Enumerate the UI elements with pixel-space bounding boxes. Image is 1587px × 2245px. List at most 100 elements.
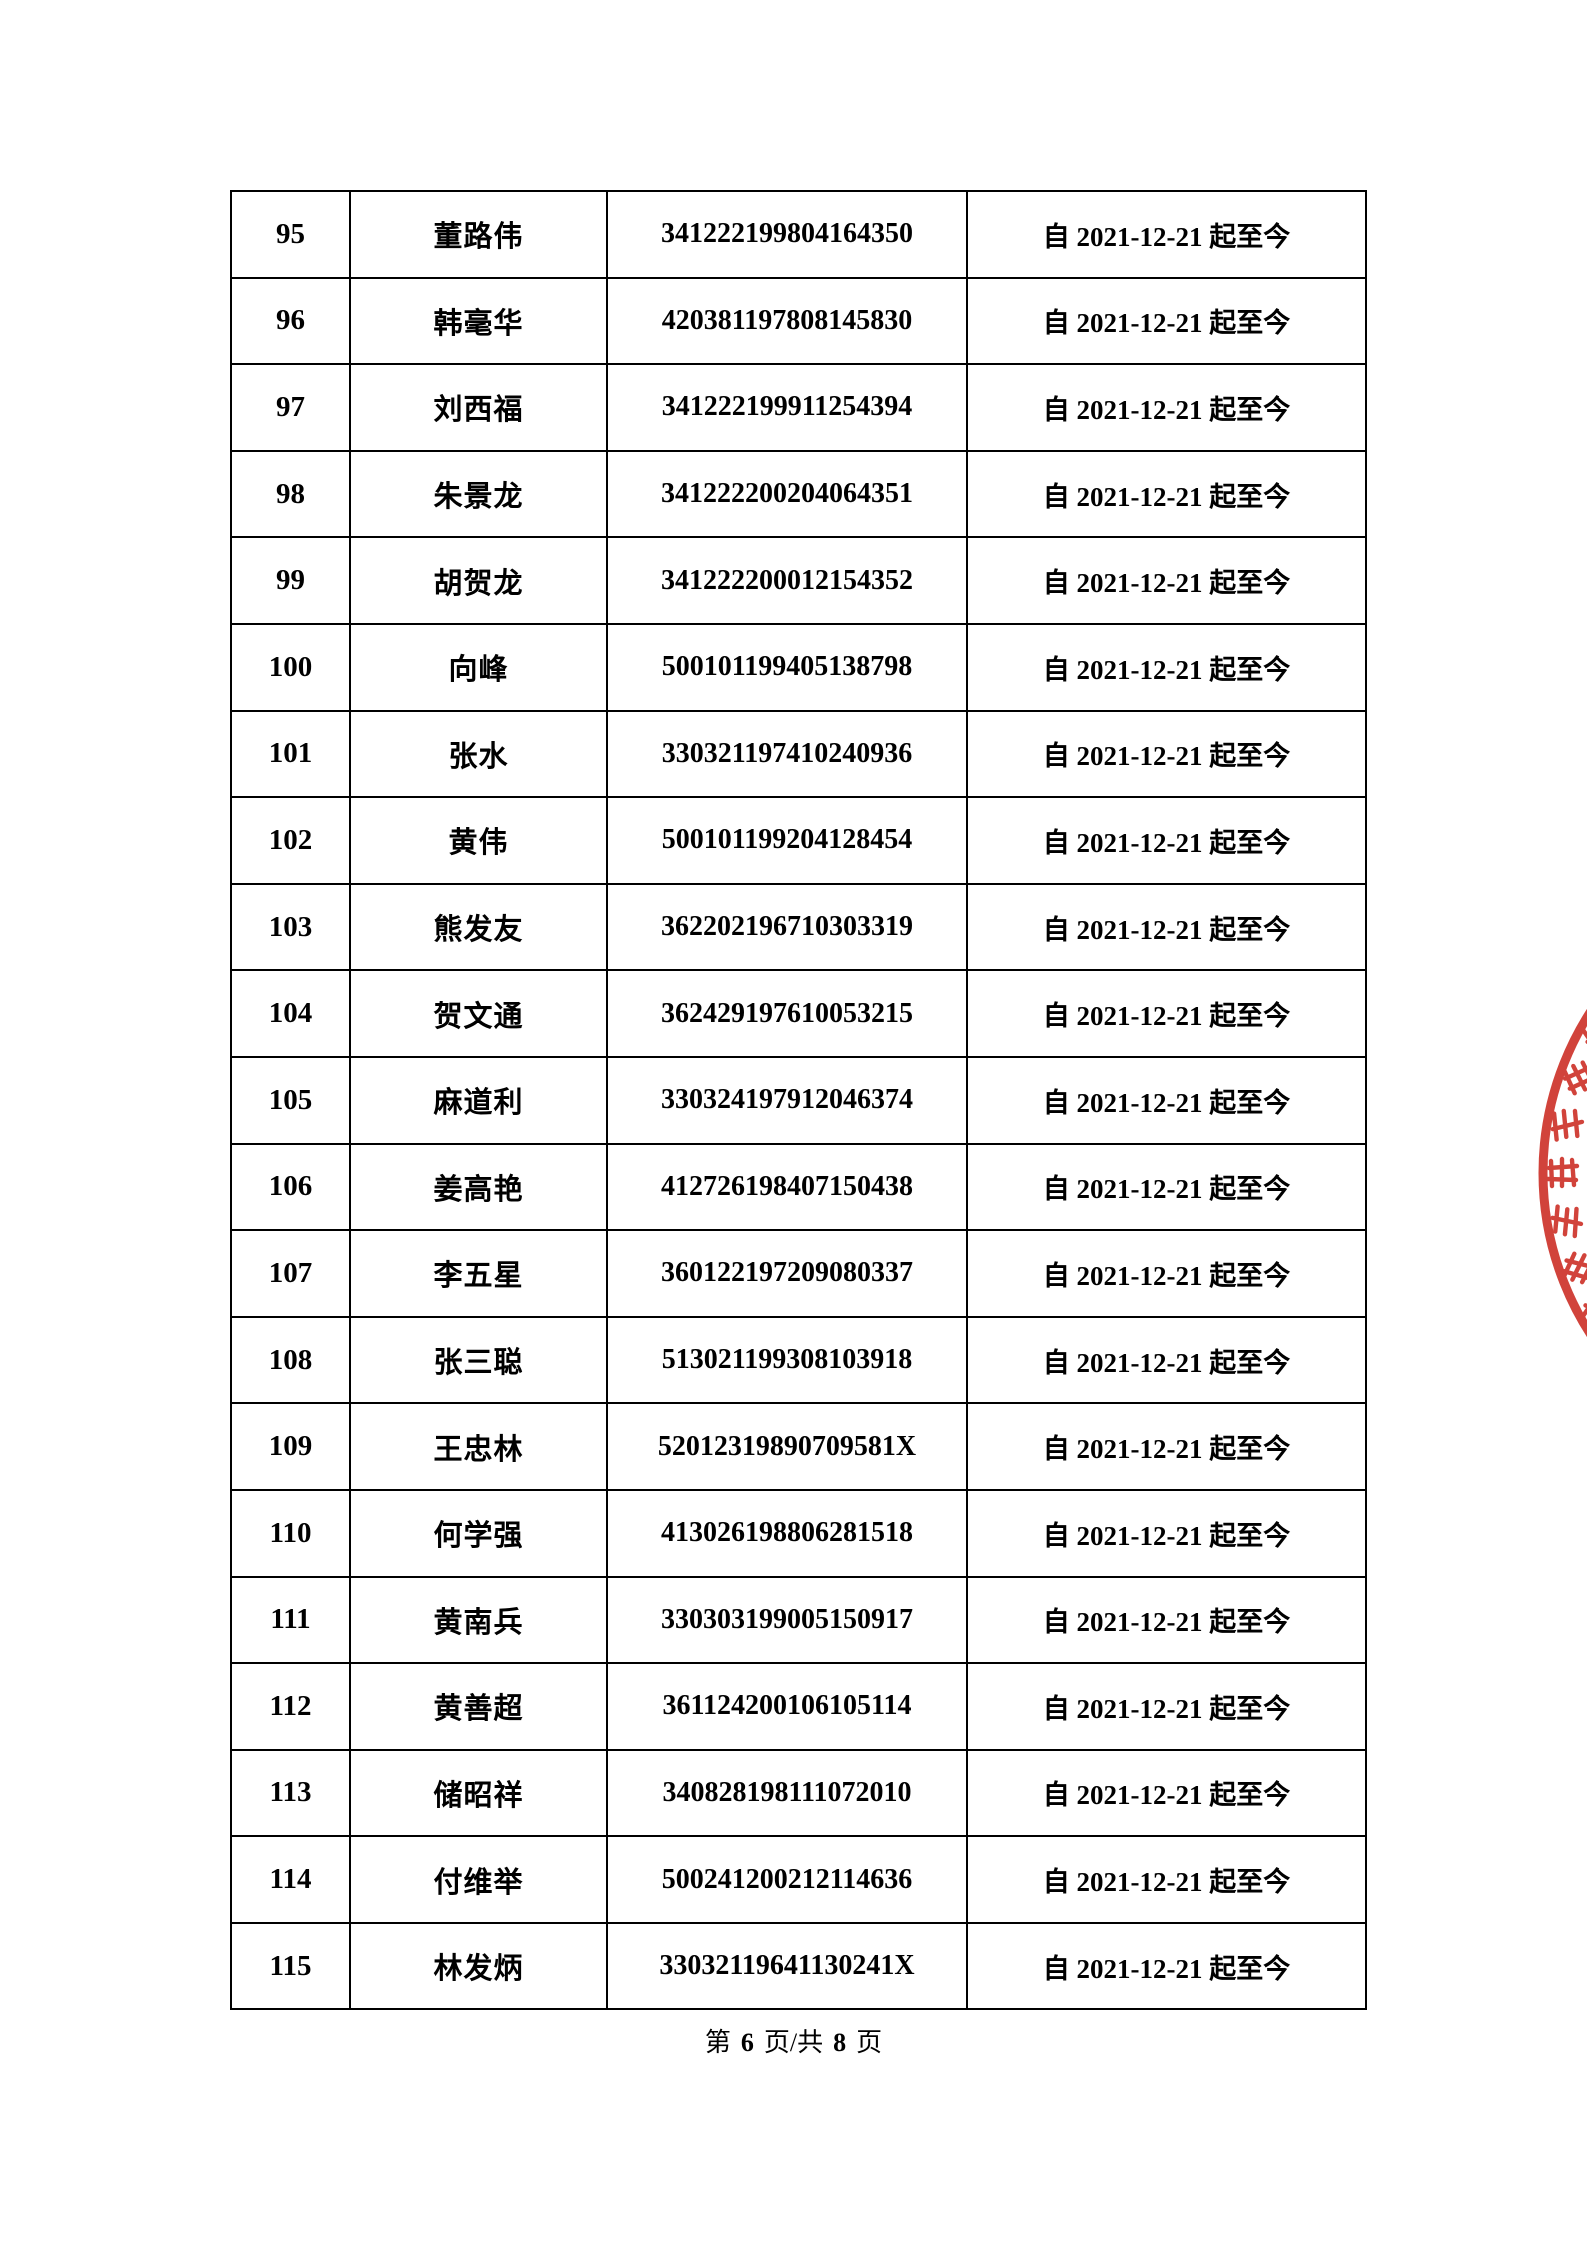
table-row: 96 韩毫华 420381197808145830 自 2021-12-21 起至今 xyxy=(230,276,1367,366)
table-row: 113 储昭祥 340828198111072010 自 2021-12-21 起至今 xyxy=(230,1748,1367,1838)
row-number-cell: 113 xyxy=(230,1748,351,1838)
footer-middle: 页/共 xyxy=(763,2028,824,2057)
validity-period-cell: 自 2021-12-21 起至今 xyxy=(966,1575,1367,1665)
table-row: 102 黄伟 500101199204128454 自 2021-12-21 起至今 xyxy=(230,796,1367,885)
validity-period-cell: 自 2021-12-21 起至今 xyxy=(966,1229,1367,1318)
row-number-cell: 98 xyxy=(230,449,351,539)
page-footer: 第 6 页/共 8 页 xyxy=(0,2022,1587,2059)
validity-period-cell: 自 2021-12-21 起至今 xyxy=(966,276,1367,366)
row-number-cell: 99 xyxy=(230,536,351,625)
validity-period-cell: 自 2021-12-21 起至今 xyxy=(966,1055,1367,1145)
table-row: 95 董路伟 341222199804164350 自 2021-12-21 起至今 xyxy=(230,190,1367,279)
id-number-cell: 341222199911254394 xyxy=(606,363,968,452)
id-number-cell: 33032119641130241X xyxy=(606,1921,968,2011)
row-number-cell: 103 xyxy=(230,882,351,972)
id-number-cell: 500101199204128454 xyxy=(606,796,968,885)
name-cell: 黄南兵 xyxy=(349,1575,608,1665)
validity-period-cell: 自 2021-12-21 起至今 xyxy=(966,882,1367,972)
name-cell: 付维举 xyxy=(349,1835,608,1924)
validity-period-cell: 自 2021-12-21 起至今 xyxy=(966,969,1367,1058)
id-number-cell: 420381197808145830 xyxy=(606,276,968,366)
id-number-cell: 500241200212114636 xyxy=(606,1835,968,1924)
personnel-table: 95 董路伟 341222199804164350 自 2021-12-21 起至今 9… xyxy=(230,190,1367,2011)
current-page-number: 6 xyxy=(740,2028,754,2057)
name-cell: 林发炳 xyxy=(349,1921,608,2011)
row-number-cell: 104 xyxy=(230,969,351,1058)
table-row: 114 付维举 500241200212114636 自 2021-12-21 起至今 xyxy=(230,1835,1367,1924)
footer-suffix: 页 xyxy=(856,2028,883,2057)
name-cell: 朱景龙 xyxy=(349,449,608,539)
id-number-cell: 360122197209080337 xyxy=(606,1229,968,1318)
id-number-cell: 330324197912046374 xyxy=(606,1055,968,1145)
row-number-cell: 101 xyxy=(230,709,351,799)
validity-period-cell: 自 2021-12-21 起至今 xyxy=(966,1662,1367,1751)
id-number-cell: 330303199005150917 xyxy=(606,1575,968,1665)
id-number-cell: 413026198806281518 xyxy=(606,1488,968,1578)
name-cell: 黄伟 xyxy=(349,796,608,885)
name-cell: 黄善超 xyxy=(349,1662,608,1751)
id-number-cell: 340828198111072010 xyxy=(606,1748,968,1838)
validity-period-cell: 自 2021-12-21 起至今 xyxy=(966,1142,1367,1232)
name-cell: 张三聪 xyxy=(349,1315,608,1405)
validity-period-cell: 自 2021-12-21 起至今 xyxy=(966,1835,1367,1924)
row-number-cell: 109 xyxy=(230,1402,351,1491)
name-cell: 姜高艳 xyxy=(349,1142,608,1232)
id-number-cell: 341222199804164350 xyxy=(606,190,968,279)
footer-prefix: 第 xyxy=(704,2028,731,2057)
id-number-cell: 500101199405138798 xyxy=(606,622,968,712)
row-number-cell: 108 xyxy=(230,1315,351,1405)
table-row: 112 黄善超 361124200106105114 自 2021-12-21 起至今 xyxy=(230,1662,1367,1751)
table-row: 105 麻道利 330324197912046374 自 2021-12-21 起至今 xyxy=(230,1055,1367,1145)
name-cell: 李五星 xyxy=(349,1229,608,1318)
table-row: 108 张三聪 513021199308103918 自 2021-12-21 起至今 xyxy=(230,1315,1367,1405)
row-number-cell: 105 xyxy=(230,1055,351,1145)
name-cell: 董路伟 xyxy=(349,190,608,279)
validity-period-cell: 自 2021-12-21 起至今 xyxy=(966,1921,1367,2011)
validity-period-cell: 自 2021-12-21 起至今 xyxy=(966,1748,1367,1838)
validity-period-cell: 自 2021-12-21 起至今 xyxy=(966,709,1367,799)
row-number-cell: 97 xyxy=(230,363,351,452)
table-row: 100 向峰 500101199405138798 自 2021-12-21 起至今 xyxy=(230,622,1367,712)
row-number-cell: 115 xyxy=(230,1921,351,2011)
name-cell: 何学强 xyxy=(349,1488,608,1578)
row-number-cell: 100 xyxy=(230,622,351,712)
row-number-cell: 112 xyxy=(230,1662,351,1751)
red-official-seal-icon xyxy=(1538,1009,1587,1337)
id-number-cell: 341222200012154352 xyxy=(606,536,968,625)
row-number-cell: 106 xyxy=(230,1142,351,1232)
row-number-cell: 96 xyxy=(230,276,351,366)
name-cell: 胡贺龙 xyxy=(349,536,608,625)
validity-period-cell: 自 2021-12-21 起至今 xyxy=(966,796,1367,885)
validity-period-cell: 自 2021-12-21 起至今 xyxy=(966,1488,1367,1578)
table-row: 109 王忠林 52012319890709581X 自 2021-12-21 起至今 xyxy=(230,1402,1367,1491)
validity-period-cell: 自 2021-12-21 起至今 xyxy=(966,1315,1367,1405)
validity-period-cell: 自 2021-12-21 起至今 xyxy=(966,363,1367,452)
row-number-cell: 102 xyxy=(230,796,351,885)
id-number-cell: 412726198407150438 xyxy=(606,1142,968,1232)
table-row: 98 朱景龙 341222200204064351 自 2021-12-21 起至今 xyxy=(230,449,1367,539)
table-row: 104 贺文通 362429197610053215 自 2021-12-21 起至今 xyxy=(230,969,1367,1058)
row-number-cell: 107 xyxy=(230,1229,351,1318)
validity-period-cell: 自 2021-12-21 起至今 xyxy=(966,190,1367,279)
table-row: 97 刘西福 341222199911254394 自 2021-12-21 起至今 xyxy=(230,363,1367,452)
name-cell: 刘西福 xyxy=(349,363,608,452)
table-row: 106 姜高艳 412726198407150438 自 2021-12-21 起至今 xyxy=(230,1142,1367,1232)
id-number-cell: 52012319890709581X xyxy=(606,1402,968,1491)
name-cell: 张水 xyxy=(349,709,608,799)
total-page-number: 8 xyxy=(833,2028,847,2057)
validity-period-cell: 自 2021-12-21 起至今 xyxy=(966,536,1367,625)
name-cell: 向峰 xyxy=(349,622,608,712)
id-number-cell: 361124200106105114 xyxy=(606,1662,968,1751)
name-cell: 韩毫华 xyxy=(349,276,608,366)
validity-period-cell: 自 2021-12-21 起至今 xyxy=(966,622,1367,712)
validity-period-cell: 自 2021-12-21 起至今 xyxy=(966,1402,1367,1491)
row-number-cell: 110 xyxy=(230,1488,351,1578)
table-row: 107 李五星 360122197209080337 自 2021-12-21 起至今 xyxy=(230,1229,1367,1318)
table-row: 99 胡贺龙 341222200012154352 自 2021-12-21 起至今 xyxy=(230,536,1367,625)
id-number-cell: 362202196710303319 xyxy=(606,882,968,972)
name-cell: 贺文通 xyxy=(349,969,608,1058)
table-row: 111 黄南兵 330303199005150917 自 2021-12-21 起至今 xyxy=(230,1575,1367,1665)
name-cell: 麻道利 xyxy=(349,1055,608,1145)
name-cell: 熊发友 xyxy=(349,882,608,972)
